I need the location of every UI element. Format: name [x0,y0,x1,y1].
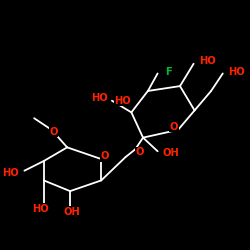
Text: OH: OH [64,206,80,216]
Text: O: O [49,127,58,137]
Text: OH: OH [162,148,179,158]
Text: O: O [170,122,178,132]
Text: HO: HO [2,168,18,178]
Text: HO: HO [200,56,216,66]
Text: HO: HO [32,204,49,214]
Text: O: O [101,151,109,161]
Text: HO: HO [228,66,244,76]
Text: HO: HO [114,96,131,106]
Text: F: F [166,66,172,76]
Text: O: O [136,147,144,157]
Text: HO: HO [91,93,108,103]
